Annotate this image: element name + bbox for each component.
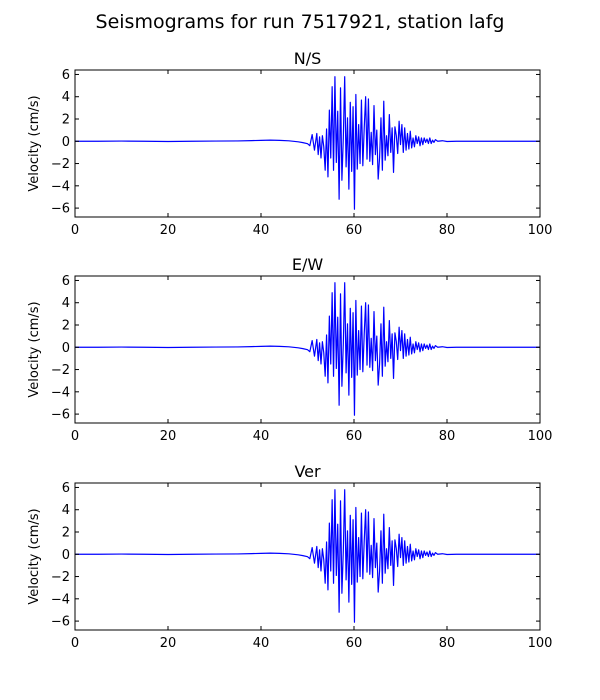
y-axis-label: Velocity (cm/s) xyxy=(27,508,42,604)
plot-frame xyxy=(74,69,541,218)
x-tick-label: 100 xyxy=(528,429,553,444)
x-tick-label: 0 xyxy=(71,429,79,444)
y-tick-label: −2 xyxy=(51,570,70,585)
y-tick-label: −4 xyxy=(51,592,70,607)
y-tick-label: −4 xyxy=(51,179,70,194)
x-tick-label: 0 xyxy=(71,636,79,651)
y-tick-label: 6 xyxy=(62,481,70,496)
y-tick-label: 2 xyxy=(62,319,70,334)
x-tick-label: 100 xyxy=(528,636,553,651)
x-tick-label: 80 xyxy=(439,429,456,444)
panel-ns: N/S 0 20 40 60 80 100 −6 −4 −2 0 2 4 6 Velocity (cm/s) xyxy=(27,49,552,238)
x-tick-label: 60 xyxy=(346,223,363,238)
plot-frame xyxy=(74,275,541,424)
x-tick-label: 40 xyxy=(253,223,270,238)
y-tick-label: −2 xyxy=(51,157,70,172)
panel-title: N/S xyxy=(294,49,322,68)
y-axis-label: Velocity (cm/s) xyxy=(27,301,42,397)
y-tick-label: −6 xyxy=(51,615,70,630)
y-tick-label: 4 xyxy=(62,90,70,105)
x-tick-label: 100 xyxy=(528,223,553,238)
x-tick-label: 20 xyxy=(160,636,177,651)
y-tick-label: 4 xyxy=(62,503,70,518)
y-tick-label: −6 xyxy=(51,408,70,423)
x-tick-label: 20 xyxy=(160,429,177,444)
x-tick-label: 60 xyxy=(346,636,363,651)
velocity-trace xyxy=(75,76,540,210)
y-tick-label: 2 xyxy=(62,113,70,128)
panel-title: E/W xyxy=(292,255,324,274)
x-tick-label: 0 xyxy=(71,223,79,238)
figure-title: Seismograms for run 7517921, station laf… xyxy=(95,11,505,33)
velocity-trace xyxy=(75,282,540,416)
x-tick-label: 40 xyxy=(253,636,270,651)
y-tick-label: 6 xyxy=(62,68,70,83)
y-tick-label: 0 xyxy=(62,135,70,150)
x-tick-label: 20 xyxy=(160,223,177,238)
y-tick-label: 0 xyxy=(62,548,70,563)
panel-ver: Ver 0 20 40 60 80 100 −6 −4 −2 0 2 4 6 Velocity (cm/s) xyxy=(27,462,552,651)
y-tick-label: −6 xyxy=(51,202,70,217)
y-tick-label: 6 xyxy=(62,274,70,289)
panel-ew: E/W 0 20 40 60 80 100 −6 −4 −2 0 2 4 6 Velocity (cm/s) xyxy=(27,255,552,444)
velocity-trace xyxy=(75,489,540,623)
y-tick-label: 0 xyxy=(62,341,70,356)
y-tick-label: 4 xyxy=(62,296,70,311)
panel-title: Ver xyxy=(294,462,321,481)
x-tick-label: 80 xyxy=(439,223,456,238)
x-tick-label: 40 xyxy=(253,429,270,444)
x-tick-label: 80 xyxy=(439,636,456,651)
y-tick-label: 2 xyxy=(62,526,70,541)
y-tick-label: −2 xyxy=(51,363,70,378)
plot-frame xyxy=(74,482,541,631)
y-axis-label: Velocity (cm/s) xyxy=(27,95,42,191)
y-tick-label: −4 xyxy=(51,385,70,400)
x-tick-label: 60 xyxy=(346,429,363,444)
